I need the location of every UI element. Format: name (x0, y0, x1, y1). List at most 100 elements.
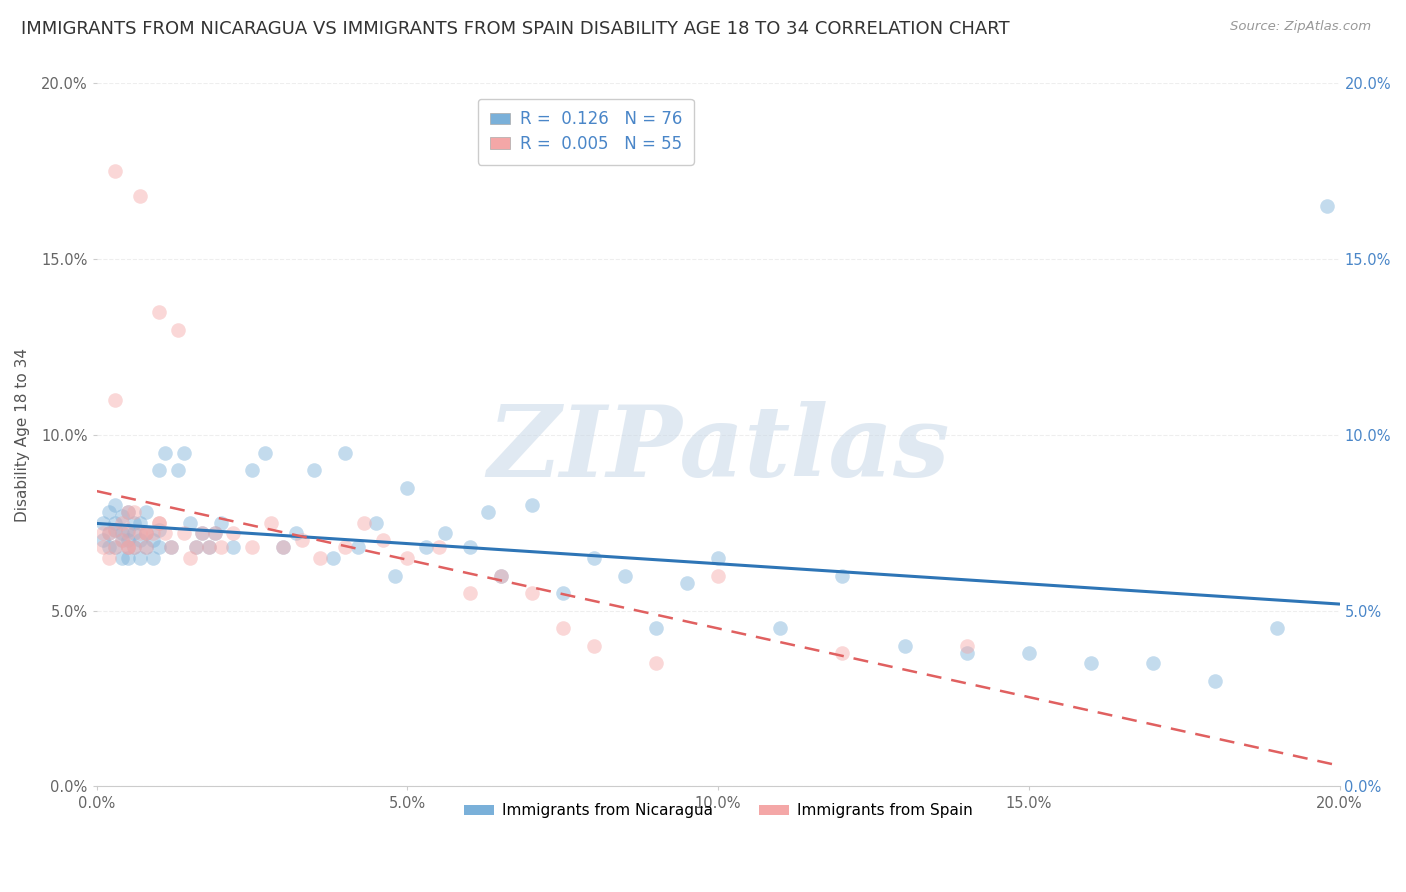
Point (707, 551, 730, 566)
Point (191, 526, 214, 541)
Point (142, 551, 165, 566)
Point (110, 508, 132, 523)
Point (117, 541, 139, 555)
Point (148, 516, 170, 530)
Point (458, 541, 481, 555)
Point (1316, 199, 1339, 213)
Point (91, 533, 114, 548)
Point (1018, 646, 1040, 660)
Point (129, 189, 152, 203)
Point (135, 526, 157, 541)
Point (831, 568, 853, 582)
Point (371, 533, 394, 548)
Point (117, 533, 139, 548)
Point (110, 526, 132, 541)
Point (98, 526, 121, 541)
Point (104, 523, 127, 537)
Point (186, 541, 208, 555)
Point (222, 541, 245, 555)
Point (179, 551, 201, 566)
Text: IMMIGRANTS FROM NICARAGUA VS IMMIGRANTS FROM SPAIN DISABILITY AGE 18 TO 34 CORRE: IMMIGRANTS FROM NICARAGUA VS IMMIGRANTS … (21, 20, 1010, 37)
Y-axis label: Disability Age 18 to 34: Disability Age 18 to 34 (15, 348, 30, 522)
Point (645, 657, 668, 671)
Point (91, 541, 114, 555)
Point (129, 533, 152, 548)
Point (104, 392, 127, 407)
Point (129, 551, 152, 566)
Point (260, 516, 283, 530)
Point (122, 526, 145, 541)
Point (956, 639, 979, 653)
Point (98, 541, 121, 555)
Point (458, 586, 481, 600)
Point (117, 505, 139, 519)
Point (613, 568, 636, 582)
Point (148, 541, 170, 555)
Point (173, 445, 195, 459)
Point (304, 463, 326, 477)
Point (179, 516, 201, 530)
Point (415, 541, 437, 555)
Point (91, 516, 114, 530)
Point (956, 646, 979, 660)
Point (209, 516, 232, 530)
Point (384, 568, 406, 582)
Point (135, 541, 157, 555)
Point (135, 526, 157, 541)
Point (166, 322, 188, 336)
Point (129, 516, 152, 530)
Legend: Immigrants from Nicaragua, Immigrants from Spain: Immigrants from Nicaragua, Immigrants fr… (457, 797, 979, 824)
Point (186, 541, 208, 555)
Point (253, 445, 276, 459)
Point (1080, 657, 1102, 671)
Point (104, 516, 127, 530)
Point (240, 463, 263, 477)
Point (1204, 673, 1226, 688)
Point (197, 541, 219, 555)
Point (122, 505, 145, 519)
Point (271, 541, 294, 555)
Point (240, 541, 263, 555)
Point (142, 533, 165, 548)
Point (117, 526, 139, 541)
Point (191, 526, 214, 541)
Point (91, 526, 114, 541)
Point (353, 516, 375, 530)
Point (209, 541, 232, 555)
Point (309, 551, 332, 566)
Point (122, 516, 145, 530)
Point (117, 505, 139, 519)
Point (142, 526, 165, 541)
Point (153, 526, 176, 541)
Point (427, 541, 450, 555)
Point (433, 526, 456, 541)
Point (98, 551, 121, 566)
Point (110, 516, 132, 530)
Point (122, 541, 145, 555)
Point (291, 533, 314, 548)
Point (769, 621, 792, 635)
Point (129, 526, 152, 541)
Point (284, 526, 307, 541)
Point (160, 541, 183, 555)
Point (645, 621, 668, 635)
Point (117, 541, 139, 555)
Point (166, 463, 188, 477)
Point (551, 586, 574, 600)
Point (117, 541, 139, 555)
Point (148, 305, 170, 319)
Point (104, 541, 127, 555)
Point (1142, 657, 1164, 671)
Point (104, 164, 127, 178)
Point (104, 498, 127, 512)
Point (104, 541, 127, 555)
Point (520, 586, 543, 600)
Point (893, 639, 915, 653)
Point (117, 523, 139, 537)
Point (204, 526, 226, 541)
Point (197, 541, 219, 555)
Point (122, 541, 145, 555)
Point (707, 568, 730, 582)
Point (489, 568, 512, 582)
Point (477, 505, 499, 519)
